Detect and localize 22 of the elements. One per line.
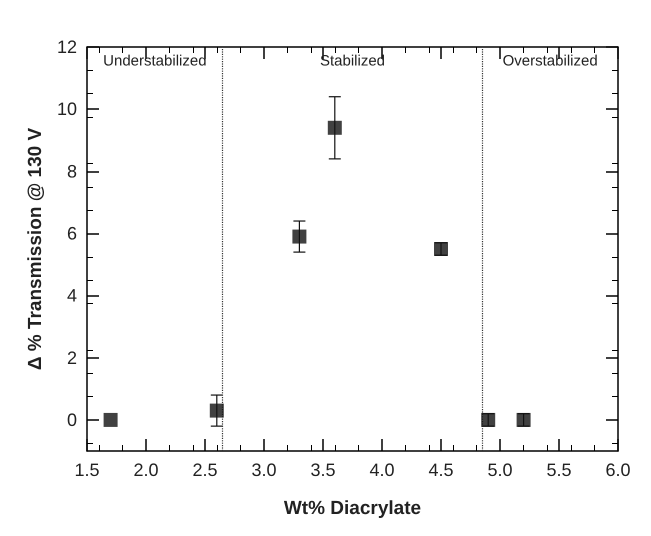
x-tick-label: 3.5 (310, 460, 336, 480)
y-tick-label: 8 (66, 161, 77, 182)
x-tick-label: 5.0 (487, 460, 513, 480)
x-tick-label: 4.0 (369, 460, 395, 480)
y-tick-label: 12 (56, 37, 77, 57)
y-tick-label: 10 (56, 99, 77, 120)
y-tick-label: 0 (66, 410, 77, 430)
annotation: Overstabilized (502, 52, 598, 70)
y-axis-title: Δ % Transmission @ 130 V (25, 128, 46, 370)
y-tick-label: 4 (66, 286, 77, 306)
annotation: Understabilized (103, 52, 207, 70)
x-tick-label: 5.5 (546, 460, 572, 480)
annotation: Stabilized (320, 52, 386, 70)
y-tick-label: 6 (66, 223, 77, 244)
y-tick-label: 2 (66, 348, 77, 368)
x-axis-title: Wt% Diacrylate (284, 498, 422, 519)
x-tick-label: 3.0 (251, 460, 277, 480)
x-tick-label: 1.5 (74, 460, 100, 480)
x-tick-label: 2.5 (192, 460, 218, 480)
x-tick-label: 4.5 (428, 460, 454, 480)
x-tick-label: 6.0 (605, 460, 631, 480)
x-tick-label: 2.0 (133, 460, 159, 480)
